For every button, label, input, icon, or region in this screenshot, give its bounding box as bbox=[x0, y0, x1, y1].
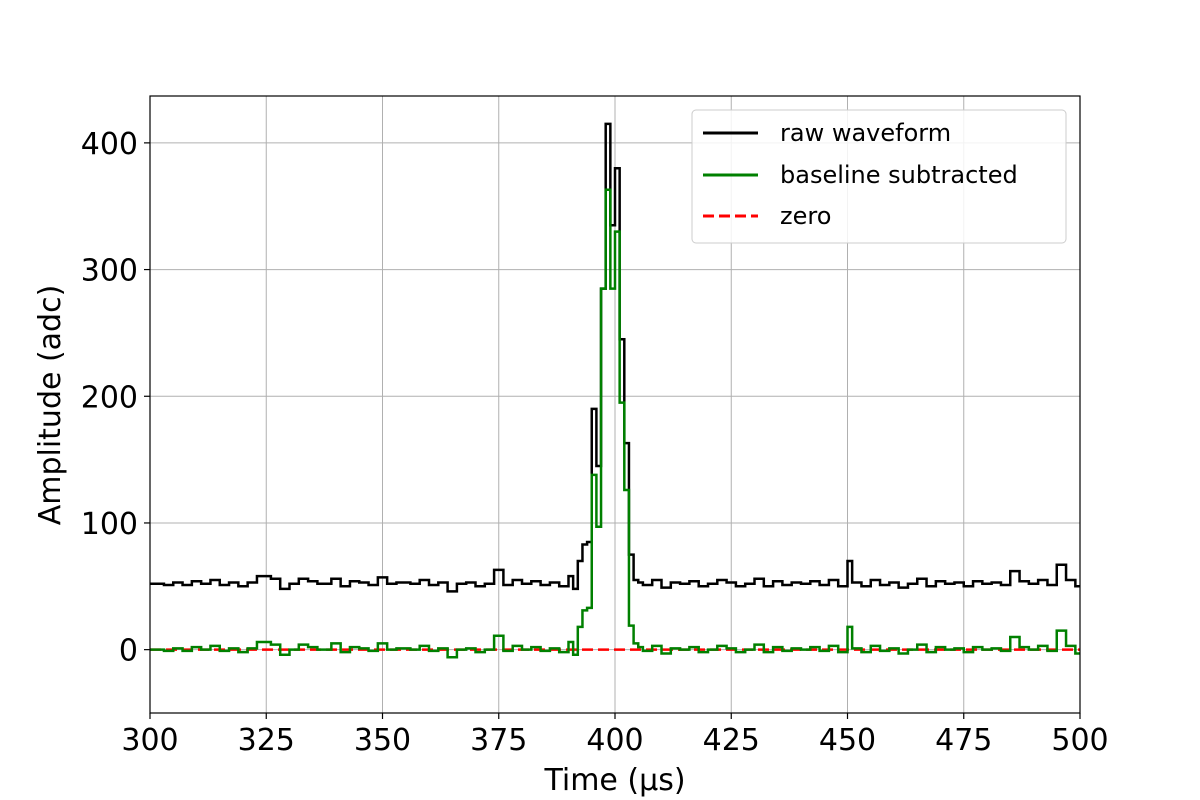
x-tick-label: 400 bbox=[586, 723, 643, 758]
y-axis-label: Amplitude (adc) bbox=[33, 285, 68, 526]
y-tick-label: 200 bbox=[81, 380, 138, 415]
plot-area bbox=[150, 122, 1080, 659]
legend-box bbox=[691, 109, 1067, 244]
x-tick-label: 450 bbox=[819, 723, 876, 758]
legend-label-zero: zero bbox=[780, 202, 831, 230]
y-tick-label: 300 bbox=[81, 254, 138, 289]
y-tick-label: 400 bbox=[81, 127, 138, 162]
x-tick-label: 325 bbox=[238, 723, 295, 758]
series-line-raw-waveform bbox=[150, 122, 1080, 593]
y-tick-label: 0 bbox=[119, 634, 138, 669]
x-tick-label: 425 bbox=[703, 723, 760, 758]
legend-label-raw: raw waveform bbox=[780, 119, 951, 147]
axis-ticks: 300 325 350 375 400 425 450 475 500 0 100 200 300 400 bbox=[81, 127, 1109, 758]
series-line-baseline-subtracted bbox=[150, 188, 1080, 659]
legend: raw waveform baseline subtracted zero bbox=[691, 109, 1067, 244]
legend-label-baseline: baseline subtracted bbox=[780, 161, 1018, 189]
x-tick-label: 300 bbox=[121, 723, 178, 758]
x-tick-label: 375 bbox=[470, 723, 527, 758]
x-axis-label: Time (μs) bbox=[543, 763, 685, 798]
x-tick-label: 350 bbox=[354, 723, 411, 758]
x-tick-label: 475 bbox=[935, 723, 992, 758]
y-tick-label: 100 bbox=[81, 507, 138, 542]
x-tick-label: 500 bbox=[1051, 723, 1108, 758]
